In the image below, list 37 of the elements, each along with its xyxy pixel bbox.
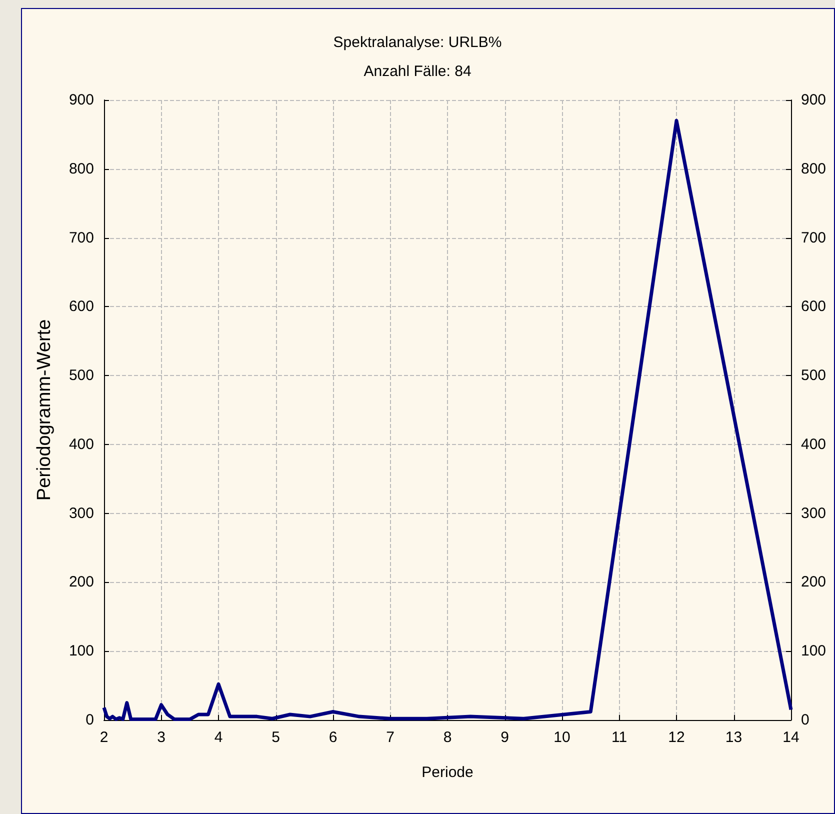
x-tick-label: 13	[725, 729, 742, 746]
y2-tick-label: 400	[801, 436, 826, 453]
y2-tick-label: 100	[801, 642, 826, 660]
x-tick-label: 4	[214, 729, 223, 746]
y2-tick-label: 900	[801, 92, 826, 108]
y2-tick-label: 700	[801, 229, 826, 246]
y2-tick-label: 0	[801, 712, 810, 728]
y-tick-label: 200	[68, 574, 94, 591]
x-tick-label: 7	[386, 729, 394, 746]
x-tick-label: 6	[328, 729, 338, 746]
y-tick-label: 800	[68, 160, 94, 178]
chart-subtitle: Anzahl Fälle: 84	[364, 63, 472, 80]
y-tick-label: 0	[86, 712, 94, 728]
y-axis-title: Periodogramm-Werte	[34, 319, 55, 501]
x-tick-label: 3	[157, 729, 166, 746]
x-tick-label: 10	[554, 729, 570, 746]
y2-tick-label: 200	[801, 574, 826, 591]
x-tick-label: 8	[443, 729, 452, 746]
y-tick-label: 700	[68, 229, 94, 246]
y2-tick-label: 600	[801, 298, 826, 316]
y-tick-label: 900	[68, 92, 94, 108]
x-axis-title: Periode	[422, 764, 474, 781]
y2-tick-label: 300	[801, 504, 826, 522]
x-tick-label: 9	[500, 729, 509, 746]
y-tick-label: 300	[68, 504, 94, 522]
x-tick-label: 5	[272, 729, 280, 746]
x-tick-label: 2	[100, 729, 108, 746]
x-tick-label: 11	[611, 729, 628, 746]
y-tick-label: 100	[68, 642, 94, 660]
y-tick-label: 400	[68, 436, 94, 453]
y2-tick-label: 800	[801, 160, 826, 178]
y2-tick-label: 500	[801, 367, 826, 384]
y-tick-label: 500	[68, 367, 94, 384]
y-tick-label: 600	[68, 298, 94, 316]
chart-title: Spektralanalyse: URLB%	[333, 34, 502, 51]
x-tick-label: 12	[668, 729, 685, 746]
x-tick-label: 14	[782, 729, 800, 746]
